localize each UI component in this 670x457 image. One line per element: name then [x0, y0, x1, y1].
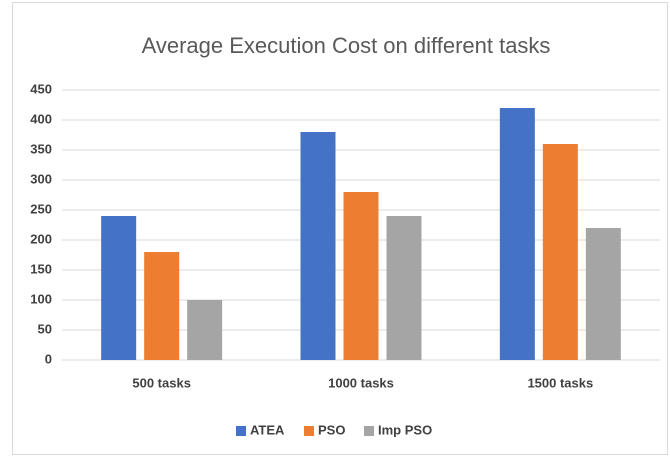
- x-tick-label: 1000 tasks: [328, 375, 394, 390]
- chart-title: Average Execution Cost on different task…: [142, 33, 551, 58]
- bar: [585, 228, 621, 360]
- bar: [343, 192, 379, 360]
- bar: [101, 216, 137, 360]
- bar: [542, 144, 578, 360]
- legend-swatch: [304, 426, 314, 436]
- legend-label: ATEA: [250, 422, 285, 437]
- legend-label: Imp PSO: [378, 422, 432, 437]
- bar: [144, 252, 180, 360]
- bar: [300, 132, 336, 360]
- legend-swatch: [364, 426, 374, 436]
- y-tick-label: 150: [30, 261, 52, 276]
- y-tick-label: 300: [30, 171, 52, 186]
- bar: [386, 216, 422, 360]
- y-tick-label: 100: [30, 291, 52, 306]
- y-tick-label: 250: [30, 201, 52, 216]
- y-tick-label: 450: [30, 81, 52, 96]
- y-tick-label: 200: [30, 231, 52, 246]
- y-tick-label: 50: [38, 321, 52, 336]
- y-tick-label: 400: [30, 111, 52, 126]
- x-tick-label: 500 tasks: [132, 375, 191, 390]
- bar: [499, 108, 535, 360]
- bar: [187, 300, 223, 360]
- legend-label: PSO: [318, 422, 345, 437]
- y-tick-label: 0: [45, 351, 52, 366]
- legend-swatch: [236, 426, 246, 436]
- y-tick-label: 350: [30, 141, 52, 156]
- x-tick-label: 1500 tasks: [527, 375, 593, 390]
